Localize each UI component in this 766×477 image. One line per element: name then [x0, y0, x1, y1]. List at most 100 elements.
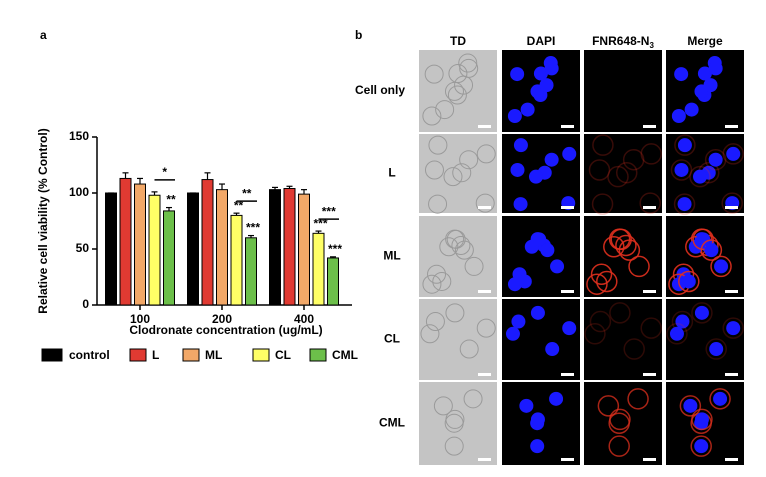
nucleus — [709, 342, 724, 357]
nucleus — [683, 398, 698, 413]
nucleus — [533, 66, 548, 81]
y-tick-label: 100 — [69, 185, 89, 199]
nucleus — [507, 109, 522, 124]
nucleus — [562, 146, 577, 161]
cell-outline — [458, 53, 478, 73]
nucleus — [519, 398, 534, 413]
bar — [134, 183, 146, 306]
scale-bar — [643, 373, 656, 376]
nucleus — [681, 274, 696, 289]
row-label: CML — [379, 416, 405, 430]
column-header: FNR648-N3 — [592, 34, 654, 50]
cell-outline — [428, 135, 448, 155]
nucleus — [696, 232, 711, 247]
cell-outline — [476, 144, 496, 164]
legend-swatch — [252, 348, 270, 362]
nucleus — [562, 321, 577, 336]
membrane-stain — [692, 228, 714, 251]
scale-bar — [478, 373, 491, 376]
cell-outline — [459, 339, 479, 359]
membrane-stain — [666, 323, 688, 345]
row-label: CL — [384, 332, 400, 346]
membrane-stain — [618, 239, 641, 261]
nucleus — [697, 66, 712, 81]
nucleus — [513, 138, 528, 153]
membrane-stain — [691, 302, 713, 324]
nucleus — [520, 102, 535, 117]
cell-outline — [424, 160, 444, 180]
nucleus — [669, 326, 684, 341]
cell-outline — [424, 64, 444, 84]
membrane-stain — [607, 165, 629, 188]
nucleus — [726, 146, 741, 161]
cell-outline — [420, 324, 440, 344]
scale-bar — [478, 290, 491, 293]
nucleus — [549, 391, 564, 406]
nucleus — [530, 305, 545, 320]
nucleus — [544, 61, 559, 76]
membrane-stain — [586, 273, 608, 295]
row-label: ML — [383, 249, 400, 263]
nucleus — [530, 439, 545, 454]
membrane-stain — [689, 165, 711, 188]
cell-outline — [464, 256, 484, 276]
scale-bar — [561, 206, 574, 209]
nucleus — [726, 321, 741, 336]
cell-outline — [439, 237, 459, 257]
bar — [298, 193, 310, 306]
nucleus — [528, 169, 543, 184]
cell-outline — [445, 303, 465, 323]
bar — [163, 210, 175, 306]
membrane-stain — [589, 310, 612, 333]
membrane-stain — [679, 395, 702, 417]
scale-bar — [643, 290, 656, 293]
nucleus — [530, 412, 545, 427]
nucleus — [540, 243, 555, 258]
td-image — [419, 382, 497, 465]
significance-label: *** — [322, 204, 336, 218]
nucleus — [714, 259, 729, 274]
nucleus — [550, 259, 565, 274]
panel-label: b — [355, 28, 362, 42]
scale-bar — [478, 458, 491, 461]
membrane-stain — [590, 263, 613, 285]
fnr-image — [584, 134, 662, 213]
nucleus — [671, 109, 686, 124]
membrane-stain — [610, 228, 632, 251]
bar — [312, 232, 325, 306]
nucleus — [675, 314, 690, 329]
nucleus — [684, 102, 699, 117]
legend-label: control — [69, 348, 110, 362]
cell-outline — [443, 167, 463, 187]
legend-swatch — [182, 348, 200, 362]
membrane-stain — [722, 143, 745, 165]
nucleus — [703, 78, 718, 93]
scale-bar — [643, 125, 656, 128]
nucleus — [713, 391, 728, 406]
td-image — [419, 299, 497, 380]
nucleus — [510, 67, 525, 82]
nucleus — [677, 197, 692, 212]
cell-outline — [451, 235, 471, 255]
legend-label: CML — [332, 348, 358, 362]
membrane-stain — [622, 148, 645, 171]
nucleus — [674, 162, 689, 177]
membrane-stain — [588, 159, 611, 181]
scale-bar — [725, 458, 738, 461]
cell-outline — [463, 389, 483, 409]
nucleus — [694, 439, 709, 454]
scale-bar — [478, 206, 491, 209]
membrane-stain — [704, 148, 727, 171]
row-label: Cell only — [355, 83, 405, 97]
membrane-stain — [597, 395, 620, 417]
nucleus — [694, 412, 709, 427]
scale-bar — [561, 373, 574, 376]
y-tick-label: 0 — [82, 297, 89, 311]
x-axis-title: Clodronate concentration (ug/mL) — [129, 323, 322, 337]
membrane-stain — [705, 338, 727, 360]
cell-outline — [448, 64, 468, 84]
scale-bar — [725, 125, 738, 128]
membrane-stain — [674, 134, 696, 156]
nucleus — [510, 162, 525, 177]
